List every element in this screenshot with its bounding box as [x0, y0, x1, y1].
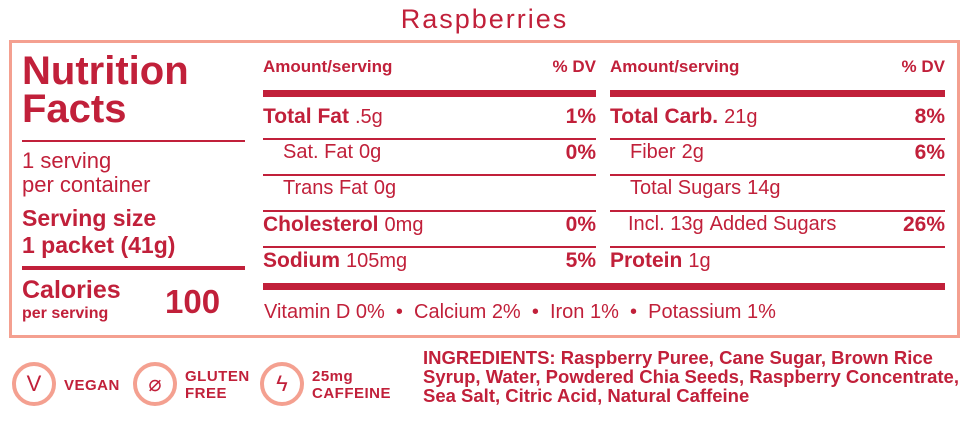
serving-size-value: 1 packet (41g) — [22, 232, 176, 258]
nutrient-amount: 105mg — [346, 250, 408, 272]
divider — [263, 90, 596, 97]
nutrient-dv: 1% — [565, 105, 596, 128]
nutrient-amount: Added Sugars — [709, 213, 837, 235]
servings-line-1: 1 serving — [22, 148, 112, 173]
nutrient-name: Sodium — [263, 249, 340, 272]
divider — [22, 140, 245, 142]
vegan-icon: V — [12, 362, 56, 406]
badge-label-line-1: GLUTEN — [185, 368, 250, 385]
nutrient-row: Protein 1g — [610, 249, 945, 273]
divider — [22, 266, 245, 270]
nutrient-dv: 8% — [914, 105, 945, 128]
nutrient-amount: 1g — [688, 250, 711, 272]
badge-label-line-1: 25mg — [312, 368, 354, 385]
divider — [263, 283, 945, 290]
nutrient-name: Sat. Fat — [283, 141, 354, 163]
nutrient-name: Trans Fat — [283, 177, 368, 199]
ingredients-text: Raspberry Puree, Cane Sugar, Brown Rice … — [423, 347, 959, 406]
nutrient-name: Total Carb. — [610, 105, 719, 128]
badge-label-line-2: FREE — [185, 385, 228, 402]
amount-header: Amount/serving — [263, 57, 393, 76]
caffeine-bolt-icon: ϟ — [260, 362, 304, 406]
divider — [263, 174, 596, 176]
nutrient-amount: 0g — [359, 141, 382, 163]
nutrient-amount: 2g — [681, 141, 704, 163]
divider — [610, 210, 945, 212]
nutrient-dv: 6% — [914, 141, 945, 164]
divider — [610, 246, 945, 248]
nutrient-name: Total Fat — [263, 105, 349, 128]
amount-header: Amount/serving — [610, 57, 740, 76]
nutrient-row: Cholesterol 0mg 0% — [263, 213, 596, 237]
nutrient-amount: 0g — [373, 177, 397, 199]
divider — [263, 138, 596, 140]
divider — [263, 210, 596, 212]
product-title: Raspberries — [400, 4, 569, 34]
nutrient-dv: 5% — [565, 249, 596, 272]
heading-line-2: Facts — [22, 87, 127, 131]
nutrient-amount: 14g — [747, 177, 781, 199]
nutrient-amount: .5g — [354, 106, 383, 128]
nutrient-amount: 0mg — [384, 214, 424, 236]
nutrient-dv: 0% — [565, 141, 596, 164]
serving-size-label: Serving size — [22, 205, 157, 231]
nutrient-name: Total Sugars — [630, 177, 742, 199]
calories-value: 100 — [165, 283, 221, 320]
badge-label-line-2: CAFFEINE — [312, 385, 391, 402]
nutrient-row: Total Carb. 21g 8% — [610, 105, 945, 129]
vitamins-minerals: Vitamin D 0% • Calcium 2% • Iron 1% • Po… — [264, 301, 776, 323]
servings-per-container: 1 serving per container — [22, 149, 150, 197]
heading-line-1: Nutrition — [22, 49, 189, 93]
divider — [610, 138, 945, 140]
serving-size: Serving size 1 packet (41g) — [22, 205, 175, 259]
badge-label: GLUTEN FREE — [185, 368, 250, 402]
nutrient-row: Sat. Fat 0g 0% — [283, 141, 596, 164]
nutrient-row: Incl. 13g Added Sugars 26% — [628, 213, 945, 236]
nutrient-name: Fiber — [630, 141, 676, 163]
nutrient-amount: 21g — [724, 106, 758, 128]
divider — [610, 174, 945, 176]
gluten-free-icon: ⌀ — [133, 362, 177, 406]
nutrition-facts-heading: Nutrition Facts — [22, 49, 189, 131]
nutrition-facts-panel — [9, 40, 960, 338]
nutrient-dv: 0% — [565, 213, 596, 236]
nutrient-row: Sodium 105mg 5% — [263, 249, 596, 273]
calories-sub: per serving — [22, 305, 109, 322]
nutrient-row: Total Fat .5g 1% — [263, 105, 596, 129]
servings-line-2: per container — [22, 172, 151, 197]
nutrient-name: Cholesterol — [263, 213, 379, 236]
nutrient-dv: 26% — [902, 213, 945, 236]
ingredients-label: INGREDIENTS: — [423, 347, 556, 368]
divider — [610, 90, 945, 97]
nutrient-row: Fiber 2g 6% — [630, 141, 945, 164]
dv-header: % DV — [901, 57, 945, 76]
dv-header: % DV — [552, 57, 596, 76]
badge-label: 25mg CAFFEINE — [312, 368, 391, 402]
nutrient-row: Total Sugars 14g — [630, 177, 945, 200]
calories-label: Calories — [22, 276, 121, 304]
nutrient-name: Incl. 13g — [628, 213, 704, 235]
badge-label: VEGAN — [64, 377, 120, 394]
ingredients: INGREDIENTS: Raspberry Puree, Cane Sugar… — [423, 348, 963, 405]
nutrient-row: Trans Fat 0g — [283, 177, 596, 200]
nutrient-name: Protein — [610, 249, 683, 272]
badge-label-line-1: VEGAN — [64, 377, 120, 394]
divider — [263, 246, 596, 248]
